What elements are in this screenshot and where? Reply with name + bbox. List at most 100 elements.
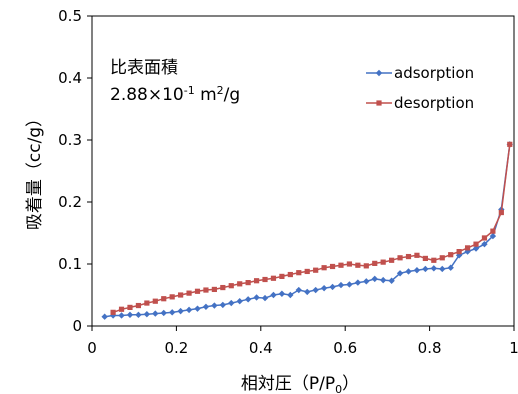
- data-point-adsorption: [472, 245, 480, 252]
- data-point-adsorption: [396, 270, 404, 277]
- data-point-desorption: [338, 262, 344, 268]
- data-point-desorption: [422, 255, 428, 262]
- x-axis-unit-sub: 0: [335, 383, 342, 394]
- data-point-desorption: [456, 249, 462, 255]
- data-point-desorption: [304, 268, 310, 275]
- data-point-desorption: [507, 141, 513, 147]
- legend-label-desorption: desorption: [394, 94, 474, 112]
- data-point-desorption: [203, 287, 209, 293]
- data-point-desorption: [211, 286, 217, 293]
- data-point-desorption: [498, 209, 504, 216]
- x-tick-label: 0.8: [418, 339, 442, 357]
- data-point-desorption: [161, 296, 167, 302]
- data-point-adsorption: [439, 265, 446, 273]
- annotation-line1: 比表面積: [110, 58, 178, 78]
- data-point-desorption: [220, 284, 226, 291]
- data-point-desorption: [253, 278, 260, 284]
- data-point-adsorption: [278, 290, 286, 297]
- data-point-desorption: [135, 302, 142, 309]
- data-point-desorption: [144, 300, 150, 306]
- y-tick-label: 0.3: [58, 131, 82, 149]
- y-tick-label: 0.2: [58, 193, 82, 211]
- data-point-desorption: [481, 235, 488, 241]
- legend-marker-adsorption: [375, 69, 383, 77]
- data-point-adsorption: [253, 294, 260, 301]
- data-point-desorption: [245, 280, 251, 286]
- data-point-desorption: [380, 259, 386, 265]
- data-point-desorption: [118, 306, 125, 312]
- data-point-adsorption: [143, 311, 151, 318]
- x-axis-unit-close: ）: [342, 374, 359, 394]
- data-point-desorption: [439, 255, 445, 261]
- data-point-adsorption: [320, 284, 328, 292]
- data-point-desorption: [346, 261, 353, 267]
- data-point-adsorption: [219, 301, 227, 309]
- data-point-adsorption: [270, 291, 277, 299]
- data-point-desorption: [169, 294, 175, 300]
- data-point-desorption: [464, 245, 471, 251]
- data-point-adsorption: [185, 306, 193, 314]
- data-point-adsorption: [261, 294, 269, 302]
- annotation-unit: m: [195, 85, 217, 105]
- data-point-adsorption: [312, 286, 319, 294]
- data-point-desorption: [448, 252, 454, 258]
- data-point-adsorption: [168, 309, 176, 316]
- series-layer: [101, 141, 513, 320]
- data-point-adsorption: [379, 276, 387, 284]
- data-point-desorption: [110, 309, 116, 315]
- data-point-adsorption: [160, 309, 167, 317]
- legend-label-adsorption: adsorption: [394, 64, 474, 82]
- y-tick-labels: 0 0.1 0.2 0.3 0.4 0.5: [58, 7, 82, 335]
- data-point-desorption: [228, 283, 234, 289]
- x-axis-label: 相対圧: [241, 374, 292, 394]
- data-point-adsorption: [202, 303, 210, 310]
- data-point-adsorption: [244, 296, 252, 303]
- data-point-adsorption: [447, 264, 454, 271]
- axes: [87, 15, 515, 331]
- data-point-desorption: [270, 275, 277, 281]
- data-point-adsorption: [346, 281, 353, 288]
- series-line-desorption: [112, 144, 511, 314]
- data-point-adsorption: [371, 275, 378, 283]
- series-desorption: [110, 141, 513, 315]
- data-point-adsorption: [295, 286, 302, 294]
- data-point-adsorption: [304, 288, 311, 296]
- x-tick-label: 0: [87, 339, 97, 357]
- data-point-desorption: [262, 276, 268, 283]
- legend-marker-desorption: [376, 100, 382, 106]
- x-axis-title: 相対圧（P/P0）: [241, 374, 359, 394]
- data-point-desorption: [287, 271, 293, 278]
- data-point-desorption: [372, 260, 378, 266]
- y-tick-label: 0.4: [58, 69, 82, 87]
- x-tick-label: 0.2: [164, 339, 188, 357]
- x-tick-label: 0.4: [249, 339, 273, 357]
- data-point-adsorption: [481, 240, 488, 248]
- data-point-adsorption: [228, 299, 235, 307]
- data-point-desorption: [363, 263, 369, 269]
- y-tick-label: 0: [72, 317, 82, 335]
- data-point-desorption: [194, 288, 201, 294]
- data-point-desorption: [178, 292, 184, 298]
- data-point-desorption: [405, 253, 412, 260]
- annotation-line2: 2.88×10-1 m2/g: [110, 84, 240, 105]
- y-tick-label: 0.1: [58, 255, 82, 273]
- data-point-adsorption: [126, 311, 134, 319]
- data-point-adsorption: [363, 278, 370, 285]
- data-point-adsorption: [405, 268, 412, 275]
- x-tick-label: 0.6: [333, 339, 357, 357]
- x-tick-label: 1: [509, 339, 518, 357]
- data-point-adsorption: [236, 298, 243, 305]
- data-point-adsorption: [354, 279, 362, 286]
- data-point-adsorption: [422, 265, 429, 273]
- data-point-desorption: [431, 257, 437, 263]
- data-point-adsorption: [152, 310, 159, 317]
- data-point-desorption: [397, 255, 403, 261]
- data-point-desorption: [389, 257, 395, 263]
- y-axis-title: 吸着量（cc/g）: [25, 110, 45, 230]
- data-point-adsorption: [388, 277, 395, 284]
- data-point-desorption: [313, 267, 319, 273]
- data-point-adsorption: [118, 312, 125, 319]
- data-point-desorption: [321, 265, 327, 271]
- data-point-desorption: [152, 298, 158, 304]
